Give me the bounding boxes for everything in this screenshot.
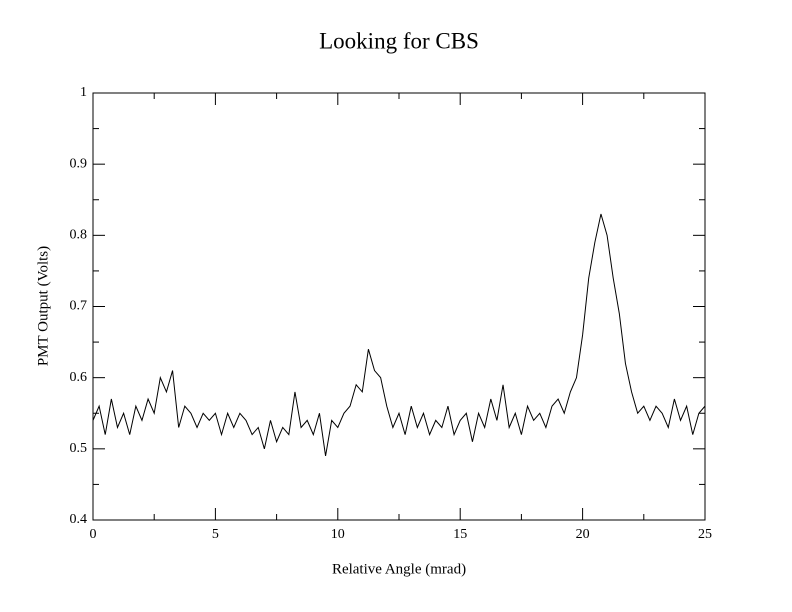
x-tick-label: 20 (576, 527, 590, 542)
x-tick-label: 10 (331, 527, 345, 542)
y-tick-label: 0.7 (70, 299, 88, 314)
y-tick-label: 0.8 (70, 228, 88, 243)
x-axis-label: Relative Angle (mrad) (332, 561, 466, 577)
chart-title: Looking for CBS (319, 28, 479, 53)
y-tick-label: 1 (80, 85, 87, 100)
x-tick-label: 5 (212, 527, 219, 542)
x-tick-label: 15 (453, 527, 467, 542)
y-tick-label: 0.9 (70, 156, 88, 171)
x-tick-label: 0 (90, 527, 97, 542)
y-tick-label: 0.5 (70, 441, 88, 456)
y-axis-label: PMT Output (Volts) (35, 246, 51, 366)
plot-frame (92, 92, 706, 521)
y-tick-label: 0.6 (70, 370, 88, 385)
y-tick-label: 0.4 (70, 512, 88, 527)
data-line (92, 213, 706, 457)
x-tick-label: 25 (698, 527, 712, 542)
